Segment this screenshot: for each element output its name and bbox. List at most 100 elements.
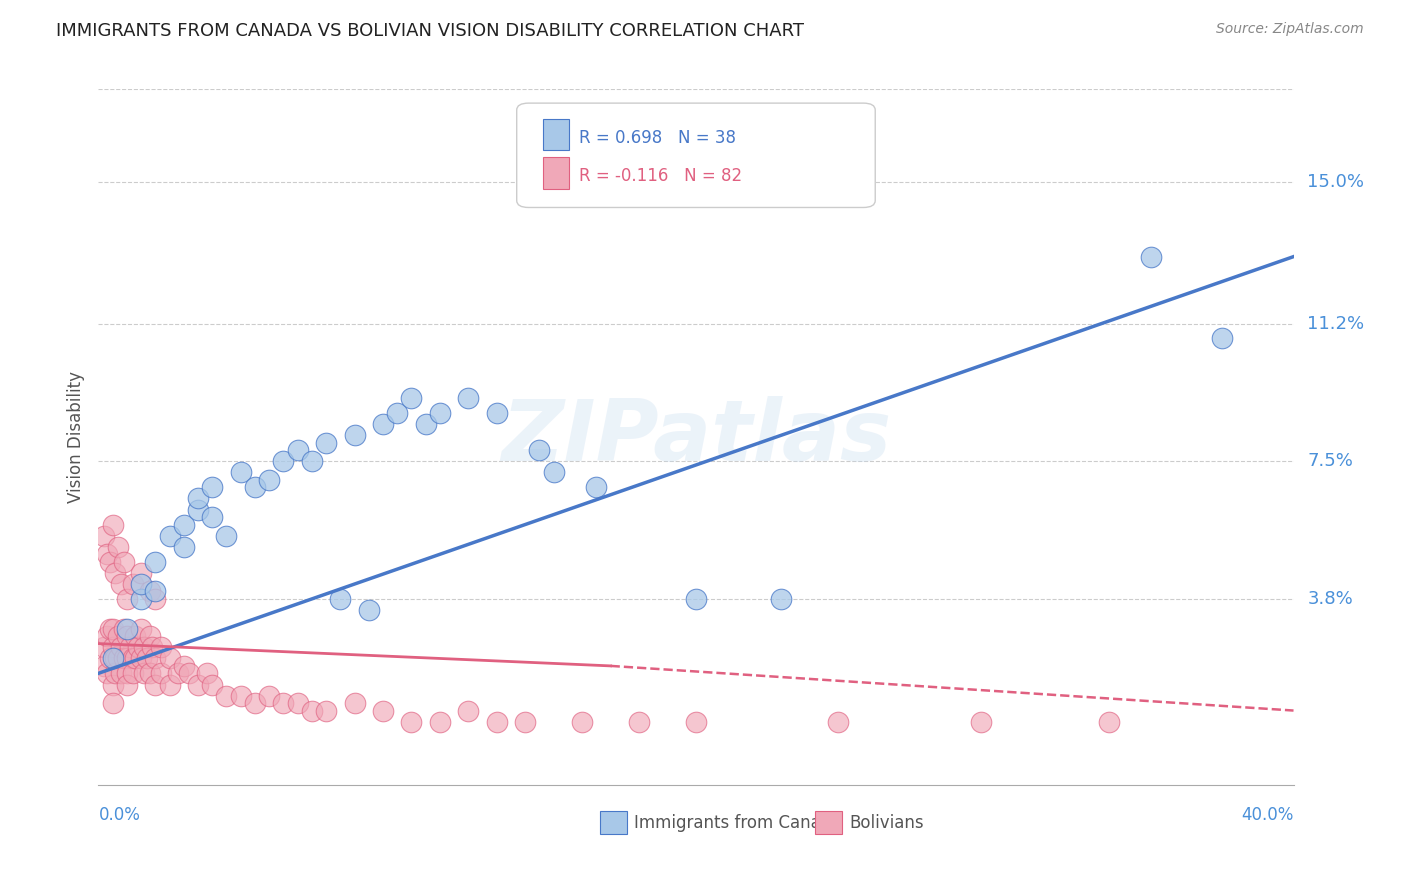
Point — [115, 591, 138, 606]
Point — [173, 659, 195, 673]
Point — [112, 651, 135, 665]
Point — [159, 529, 181, 543]
Point — [98, 622, 121, 636]
Point — [101, 677, 124, 691]
Point — [129, 566, 152, 580]
Point — [159, 651, 181, 665]
Point — [143, 584, 166, 599]
Text: 3.8%: 3.8% — [1308, 590, 1353, 608]
Text: R = 0.698   N = 38: R = 0.698 N = 38 — [579, 129, 735, 147]
Point — [167, 666, 190, 681]
Point — [195, 666, 218, 681]
Point — [287, 443, 309, 458]
Point — [343, 428, 366, 442]
Point — [96, 666, 118, 681]
Point — [138, 629, 160, 643]
Point — [187, 677, 209, 691]
FancyBboxPatch shape — [517, 103, 876, 208]
Point — [685, 714, 707, 729]
Point — [112, 555, 135, 569]
Text: 7.5%: 7.5% — [1308, 452, 1354, 470]
Point — [457, 704, 479, 718]
Point — [121, 651, 143, 665]
Point — [357, 603, 380, 617]
Point — [143, 651, 166, 665]
Point — [150, 666, 173, 681]
Point — [187, 491, 209, 506]
Point — [129, 651, 152, 665]
Point — [187, 502, 209, 516]
Point — [143, 591, 166, 606]
Text: Source: ZipAtlas.com: Source: ZipAtlas.com — [1216, 22, 1364, 37]
Point — [107, 629, 129, 643]
Point — [415, 417, 437, 431]
Point — [201, 510, 224, 524]
Text: IMMIGRANTS FROM CANADA VS BOLIVIAN VISION DISABILITY CORRELATION CHART: IMMIGRANTS FROM CANADA VS BOLIVIAN VISIO… — [56, 22, 804, 40]
Point — [969, 714, 991, 729]
Text: R = -0.116   N = 82: R = -0.116 N = 82 — [579, 167, 742, 186]
Point — [98, 651, 121, 665]
Point — [529, 443, 551, 458]
Point — [141, 640, 163, 655]
Point — [628, 714, 651, 729]
Point — [485, 406, 508, 420]
Point — [143, 677, 166, 691]
Text: 40.0%: 40.0% — [1241, 805, 1294, 824]
Point — [107, 651, 129, 665]
Point — [138, 666, 160, 681]
Point — [93, 659, 115, 673]
Point — [371, 704, 394, 718]
Text: Bolivians: Bolivians — [849, 814, 924, 832]
Point — [1140, 250, 1163, 264]
Point — [96, 547, 118, 561]
Point — [243, 696, 266, 710]
Point — [104, 666, 127, 681]
Point — [121, 666, 143, 681]
Point — [301, 704, 323, 718]
Point — [827, 714, 849, 729]
Text: 0.0%: 0.0% — [98, 805, 141, 824]
Point — [201, 480, 224, 494]
Point — [301, 454, 323, 468]
Point — [343, 696, 366, 710]
Point — [110, 666, 132, 681]
Point — [315, 704, 337, 718]
Point — [150, 640, 173, 655]
Text: ZIPatlas: ZIPatlas — [501, 395, 891, 479]
Point — [143, 555, 166, 569]
Point — [101, 517, 124, 532]
Point — [315, 435, 337, 450]
Text: 15.0%: 15.0% — [1308, 173, 1364, 191]
Point — [485, 714, 508, 729]
Point — [273, 696, 295, 710]
Point — [257, 689, 280, 703]
Y-axis label: Vision Disability: Vision Disability — [66, 371, 84, 503]
Point — [107, 540, 129, 554]
FancyBboxPatch shape — [543, 157, 569, 189]
Point — [135, 651, 157, 665]
Point — [110, 577, 132, 591]
Point — [129, 577, 152, 591]
Point — [112, 622, 135, 636]
Point — [515, 714, 537, 729]
Point — [110, 640, 132, 655]
Point — [118, 640, 141, 655]
Point — [93, 529, 115, 543]
Point — [96, 629, 118, 643]
Text: Immigrants from Canada: Immigrants from Canada — [634, 814, 841, 832]
Point — [115, 622, 138, 636]
Point — [770, 591, 793, 606]
Point — [132, 640, 155, 655]
Point — [173, 540, 195, 554]
Point — [115, 666, 138, 681]
FancyBboxPatch shape — [815, 812, 842, 834]
Point — [287, 696, 309, 710]
Point — [104, 566, 127, 580]
Text: 11.2%: 11.2% — [1308, 315, 1365, 333]
Point — [93, 640, 115, 655]
Point — [571, 714, 593, 729]
Point — [1211, 331, 1233, 345]
Point — [229, 466, 252, 480]
Point — [243, 480, 266, 494]
Point — [585, 480, 607, 494]
